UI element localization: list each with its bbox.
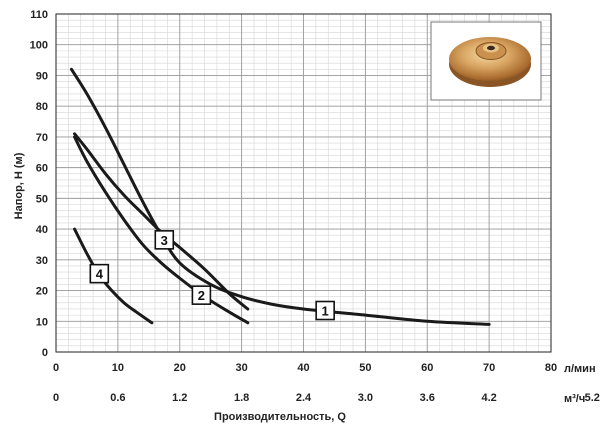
y-axis-title: Напор, H (м) — [13, 152, 25, 219]
x-unit-primary: л/мин — [564, 363, 596, 375]
y-tick-labels: 0 10 20 30 40 50 60 70 80 90 100 110 — [30, 9, 48, 359]
x-tick-labels-primary: 0 10 20 30 40 50 60 70 80 — [53, 362, 557, 374]
x-tick-label-secondary: 4.2 — [481, 392, 496, 404]
x-tick-label: 30 — [236, 362, 248, 374]
x-tick-label: 60 — [421, 362, 433, 374]
y-tick-label: 0 — [42, 347, 48, 359]
y-tick-label: 80 — [36, 101, 48, 113]
x-tick-label-secondary: 1.8 — [234, 392, 249, 404]
curve-label-1: 1 — [322, 304, 329, 319]
x-axis-title: Производительность, Q — [214, 411, 346, 423]
x-tick-label: 80 — [545, 362, 557, 374]
x-tick-label-secondary: 0.6 — [110, 392, 125, 404]
plot-frame — [55, 13, 552, 353]
x-tick-label: 20 — [174, 362, 186, 374]
curve-label-box — [89, 263, 110, 284]
x-tick-label-secondary: 5.2 — [585, 392, 600, 404]
x-tick-label: 0 — [53, 362, 59, 374]
x-unit-secondary: м³/ч — [564, 393, 585, 405]
y-tick-label: 20 — [36, 286, 48, 298]
curve-3 — [73, 132, 250, 311]
curve-2 — [73, 135, 250, 325]
x-tick-label: 50 — [359, 362, 371, 374]
x-tick-label-secondary: 3.0 — [358, 392, 373, 404]
curve-label-3: 3 — [161, 233, 168, 248]
curve-labels: 1 2 3 4 — [89, 230, 335, 321]
curve-label-4: 4 — [96, 267, 104, 282]
major-grid — [55, 13, 552, 353]
curve-label-2: 2 — [198, 288, 205, 303]
y-tick-label: 40 — [36, 224, 48, 236]
x-tick-label-secondary: 2.4 — [296, 392, 312, 404]
curve-label-box — [154, 230, 175, 250]
y-tick-label: 90 — [36, 70, 48, 82]
x-tick-label-secondary: 1.2 — [172, 392, 187, 404]
curve-label-box — [191, 285, 212, 305]
x-tick-label-secondary: 3.6 — [420, 392, 435, 404]
y-tick-label: 30 — [36, 255, 48, 267]
y-tick-label: 60 — [36, 163, 48, 175]
x-tick-label: 70 — [483, 362, 495, 374]
y-tick-label: 70 — [36, 132, 48, 144]
impeller-image — [430, 21, 542, 101]
x-tick-label: 40 — [297, 362, 309, 374]
curve-label-box — [315, 300, 335, 321]
curve-1 — [69, 67, 491, 326]
y-tick-label: 110 — [30, 9, 48, 21]
y-tick-label: 50 — [36, 193, 48, 205]
y-tick-label: 100 — [30, 40, 48, 52]
curve-4 — [73, 227, 154, 325]
x-tick-label-secondary: 0 — [53, 392, 59, 404]
y-tick-label: 10 — [36, 316, 48, 328]
x-tick-label: 10 — [112, 362, 124, 374]
x-tick-labels-secondary: 0 0.6 1.2 1.8 2.4 3.0 3.6 4.2 5.2 — [53, 392, 600, 404]
curves — [69, 67, 491, 326]
